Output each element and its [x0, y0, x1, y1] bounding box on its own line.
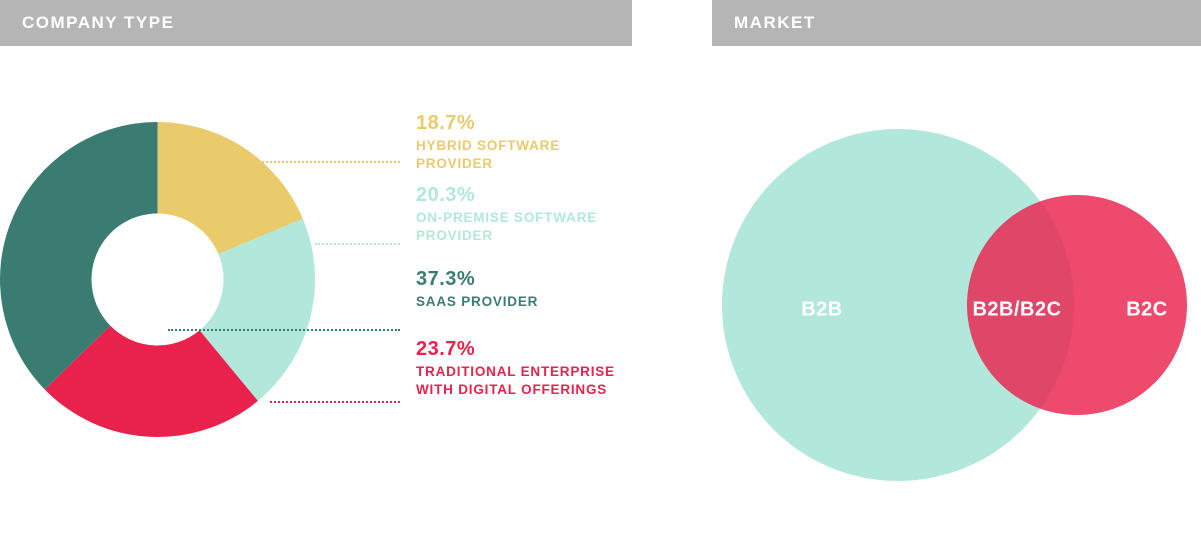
leader-hybrid [250, 161, 400, 163]
label-onprem: 20.3% ON-PREMISE SOFTWARE PROVIDER [416, 184, 632, 250]
label-onprem-pct: 20.3% [416, 184, 632, 207]
label-saas: 37.3% SAAS PROVIDER [416, 268, 632, 320]
label-hybrid: 18.7% HYBRID SOFTWARE PROVIDER [416, 112, 632, 166]
label-saas-pct: 37.3% [416, 268, 632, 291]
leader-traditional [270, 401, 400, 403]
header-company-type: COMPANY TYPE [0, 0, 632, 46]
label-onprem-desc: ON-PREMISE SOFTWARE PROVIDER [416, 209, 632, 245]
header-market: MARKET [712, 0, 1201, 46]
label-hybrid-pct: 18.7% [416, 112, 632, 135]
donut-svg [0, 122, 315, 437]
label-traditional-pct: 23.7% [416, 338, 632, 361]
venn-label-b2c: B2C [1126, 298, 1168, 320]
label-traditional-desc: TRADITIONAL ENTERPRISE WITH DIGITAL OFFE… [416, 363, 632, 399]
leader-onprem [315, 243, 400, 245]
label-saas-desc: SAAS PROVIDER [416, 293, 632, 311]
donut-labels: 18.7% HYBRID SOFTWARE PROVIDER 20.3% ON-… [416, 112, 632, 417]
header-company-type-label: COMPANY TYPE [22, 13, 174, 33]
header-market-label: MARKET [734, 13, 816, 33]
venn-label-b2b: B2B [801, 298, 843, 320]
label-hybrid-desc: HYBRID SOFTWARE PROVIDER [416, 137, 632, 173]
viewport: COMPANY TYPE MARKET 18.7% HYBRID SOFTWAR… [0, 0, 1201, 533]
label-traditional: 23.7% TRADITIONAL ENTERPRISE WITH DIGITA… [416, 338, 632, 399]
leader-saas [168, 329, 400, 331]
venn-svg: B2B B2C B2B/B2C [712, 110, 1201, 500]
venn-label-overlap: B2B/B2C [972, 298, 1061, 320]
donut-chart [0, 122, 315, 437]
venn-chart: B2B B2C B2B/B2C [712, 110, 1201, 500]
